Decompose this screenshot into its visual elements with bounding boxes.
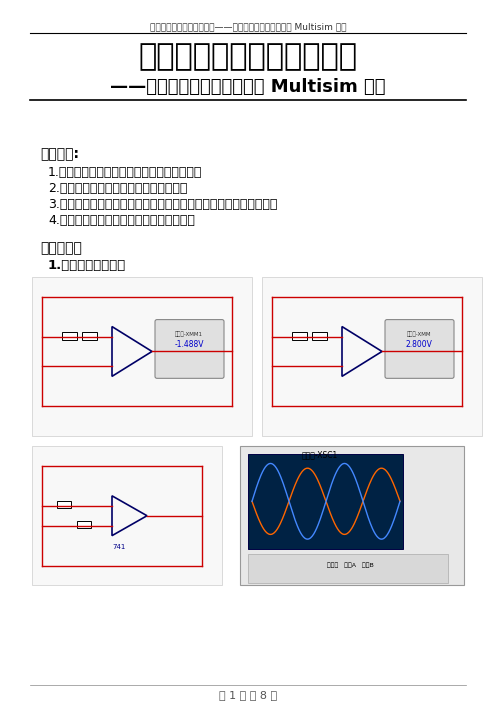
Bar — [292, 331, 307, 340]
Text: 741: 741 — [112, 543, 125, 550]
Bar — [240, 446, 464, 585]
Text: 实验内容：: 实验内容： — [40, 241, 82, 255]
Bar — [32, 277, 252, 436]
Text: 实验目的:: 实验目的: — [40, 147, 79, 161]
Text: 万用表-XMM1: 万用表-XMM1 — [175, 332, 203, 338]
Bar — [312, 331, 327, 340]
Bar — [248, 454, 403, 548]
Bar — [32, 446, 222, 585]
Text: 3.熟悉集成运算放大器在基本运算电路中的应用和电路的设计方法；: 3.熟悉集成运算放大器在基本运算电路中的应用和电路的设计方法； — [48, 198, 277, 211]
Bar — [262, 277, 482, 436]
Text: 第 1 页 共 8 页: 第 1 页 共 8 页 — [219, 690, 277, 700]
Text: 模拟电子技术基础实验预习——集成运算放大器基本应用 Multisim 仿真: 模拟电子技术基础实验预习——集成运算放大器基本应用 Multisim 仿真 — [150, 22, 346, 31]
Text: 1.反相比例运算电路: 1.反相比例运算电路 — [48, 259, 126, 272]
Text: 1.加深对集成运算放大器的基本特性的理解；: 1.加深对集成运算放大器的基本特性的理解； — [48, 166, 202, 179]
Text: ——集成运算放大器基本应用 Multisim 仿真: ——集成运算放大器基本应用 Multisim 仿真 — [110, 78, 386, 95]
Bar — [182, 347, 197, 355]
FancyBboxPatch shape — [385, 319, 454, 378]
FancyBboxPatch shape — [155, 319, 224, 378]
Bar — [248, 554, 448, 583]
Bar — [57, 501, 71, 508]
Text: 时间轴   通道A   通道B: 时间轴 通道A 通道B — [327, 563, 373, 569]
Text: 2.掌握集成运算放大器的基本使用方法；: 2.掌握集成运算放大器的基本使用方法； — [48, 183, 187, 195]
Text: -1.488V: -1.488V — [174, 340, 204, 349]
Text: 2.800V: 2.800V — [406, 340, 433, 349]
Bar — [62, 331, 77, 340]
Text: 示波器-XSC1: 示波器-XSC1 — [302, 450, 338, 459]
Text: 4.掌握集成运算放大器的安装和调试方法。: 4.掌握集成运算放大器的安装和调试方法。 — [48, 214, 195, 227]
Bar — [77, 521, 91, 528]
Text: 万用表-XMM: 万用表-XMM — [407, 332, 431, 338]
Bar — [82, 331, 97, 340]
Bar — [412, 347, 427, 355]
Text: 模拟电子技术基础实验预习: 模拟电子技术基础实验预习 — [138, 42, 358, 71]
